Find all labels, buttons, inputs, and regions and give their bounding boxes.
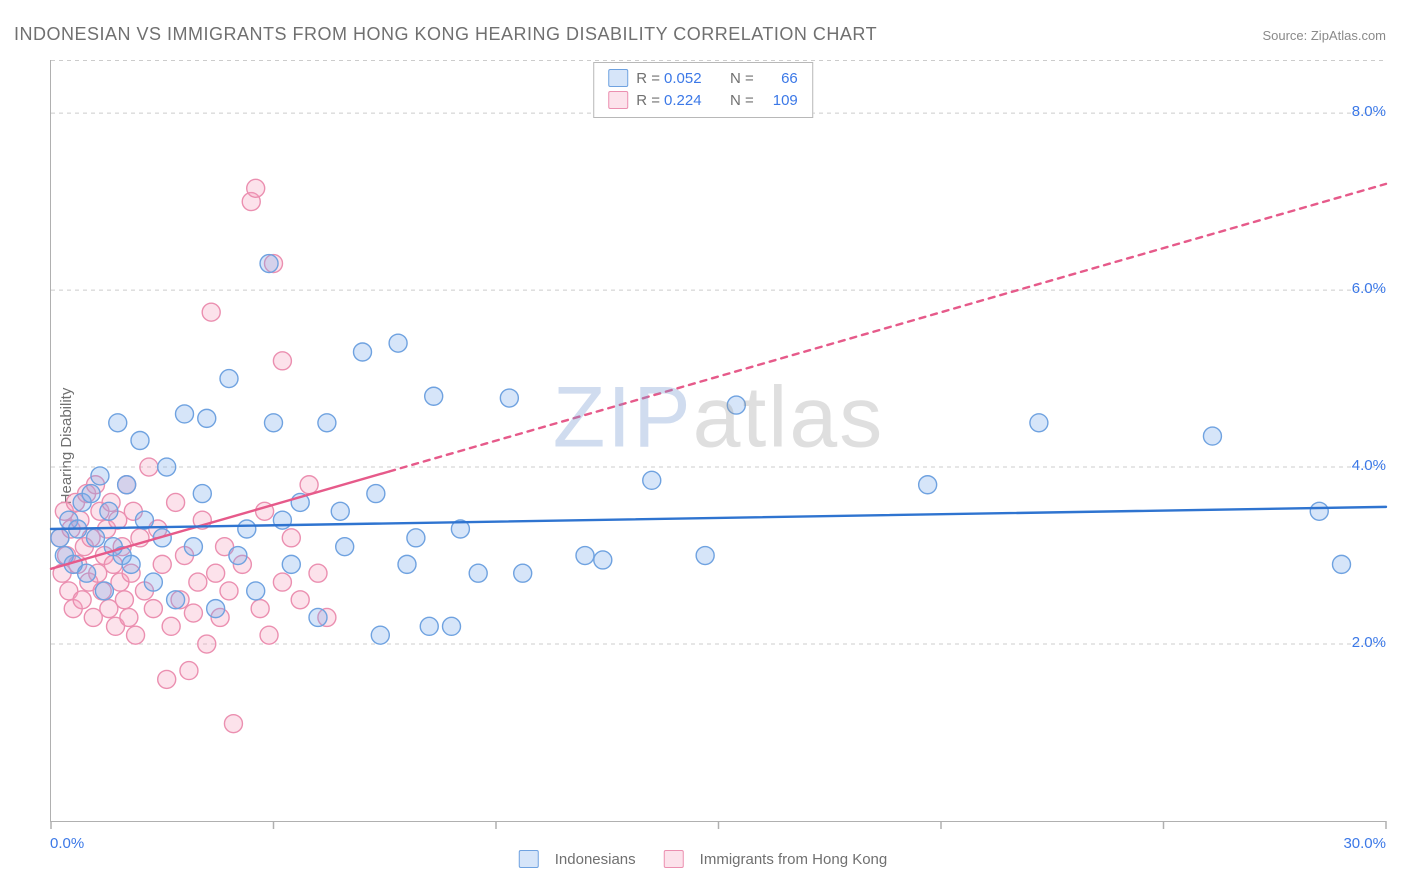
r-label: R = [636, 70, 660, 87]
r-label: R = [636, 92, 660, 109]
series-legend: Indonesians Immigrants from Hong Kong [519, 850, 887, 868]
legend-item-pink: Immigrants from Hong Kong [664, 850, 888, 868]
x-tick-label-right: 30.0% [1343, 835, 1386, 852]
correlation-legend-row-pink: R = 0.224 N = 109 [608, 89, 798, 111]
n-label: N = [730, 92, 754, 109]
chart-title: INDONESIAN VS IMMIGRANTS FROM HONG KONG … [14, 24, 877, 45]
y-tick-label: 6.0% [1352, 280, 1386, 297]
n-label: N = [730, 70, 754, 87]
y-tick-label: 2.0% [1352, 634, 1386, 651]
legend-label-pink: Immigrants from Hong Kong [700, 851, 888, 868]
correlation-legend: R = 0.052 N = 66 R = 0.224 N = 109 [593, 62, 813, 118]
y-tick-label: 4.0% [1352, 457, 1386, 474]
legend-label-blue: Indonesians [555, 851, 636, 868]
plot-svg [51, 60, 1386, 821]
scatter-plot-area: ZIPatlas [50, 60, 1386, 822]
n-value-blue: 66 [758, 70, 798, 87]
swatch-pink [664, 850, 684, 868]
legend-item-blue: Indonesians [519, 850, 636, 868]
source-citation: Source: ZipAtlas.com [1262, 28, 1386, 43]
swatch-blue [519, 850, 539, 868]
correlation-legend-row-blue: R = 0.052 N = 66 [608, 67, 798, 89]
r-value-pink: 0.224 [664, 92, 724, 109]
chart-frame: INDONESIAN VS IMMIGRANTS FROM HONG KONG … [0, 0, 1406, 892]
swatch-pink [608, 91, 628, 109]
y-tick-label: 8.0% [1352, 103, 1386, 120]
n-value-pink: 109 [758, 92, 798, 109]
r-value-blue: 0.052 [664, 70, 724, 87]
swatch-blue [608, 69, 628, 87]
x-tick-label-left: 0.0% [50, 835, 84, 852]
